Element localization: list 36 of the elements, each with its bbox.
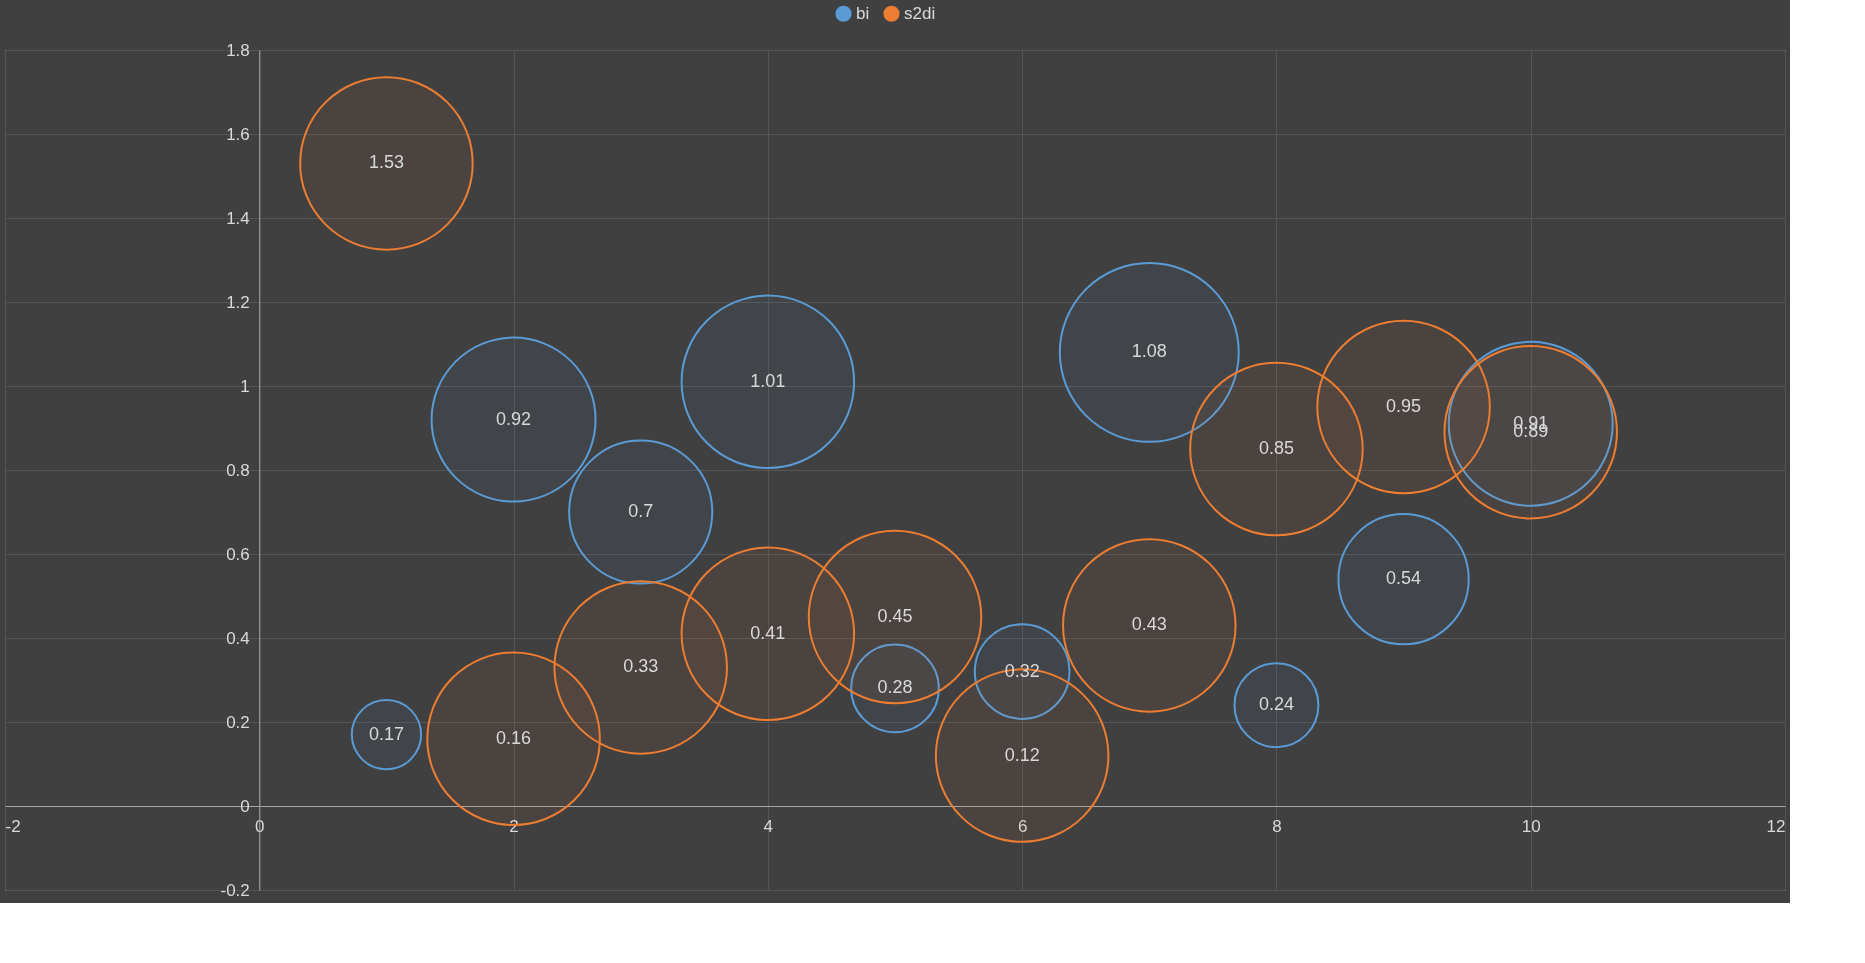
y-tick-label: 0.2 xyxy=(226,712,250,732)
y-tick-label: 0.4 xyxy=(226,628,250,648)
y-tick-label: 1 xyxy=(240,376,250,396)
data-label: 0.28 xyxy=(877,677,913,698)
legend-label: s2di xyxy=(904,3,936,23)
data-label: 0.54 xyxy=(1386,568,1422,589)
data-label: 0.17 xyxy=(368,723,404,744)
y-tick-label: 1.2 xyxy=(226,292,250,312)
data-label: 1.01 xyxy=(750,370,786,391)
x-tick-label: 4 xyxy=(763,816,774,836)
y-tick-label: 1.6 xyxy=(226,124,250,144)
data-label: 1.53 xyxy=(368,152,404,173)
y-tick-label: 1.4 xyxy=(226,208,250,228)
x-tick-label: 6 xyxy=(1017,816,1028,836)
data-label: 0.41 xyxy=(750,622,786,643)
data-label: 0.12 xyxy=(1004,744,1040,765)
x-tick-label: 8 xyxy=(1272,816,1282,836)
data-label: 0.33 xyxy=(623,656,659,677)
data-label: 0.7 xyxy=(628,501,654,521)
y-tick-label: -0.2 xyxy=(220,880,250,900)
x-tick-label: 12 xyxy=(1766,816,1786,836)
y-tick-label: 1.8 xyxy=(226,40,250,60)
data-label: 0.92 xyxy=(496,408,532,429)
data-label: 0.16 xyxy=(496,727,532,748)
data-label: 0.45 xyxy=(877,606,913,626)
x-tick-label: 0 xyxy=(255,816,265,836)
data-label: 0.85 xyxy=(1258,438,1294,458)
x-tick-label: 10 xyxy=(1521,816,1541,836)
data-label: 0.24 xyxy=(1258,694,1294,715)
x-tick-label: -2 xyxy=(5,816,21,836)
data-label: 0.95 xyxy=(1386,396,1422,416)
y-tick-label: 0.6 xyxy=(226,544,250,564)
data-label: 0.43 xyxy=(1131,614,1167,635)
data-label: 1.08 xyxy=(1131,341,1167,362)
y-tick-label: 0.8 xyxy=(226,460,250,480)
legend-label: bi xyxy=(856,3,870,23)
